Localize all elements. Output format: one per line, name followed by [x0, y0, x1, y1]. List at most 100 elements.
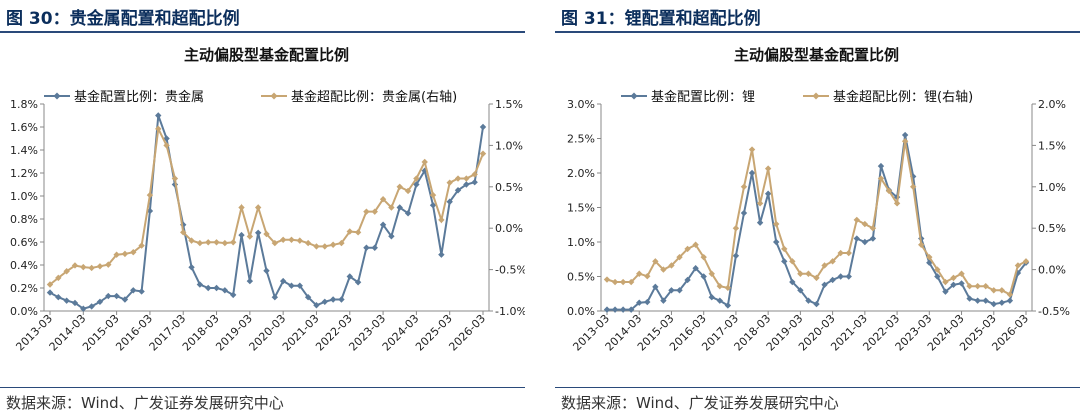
- data-point: [396, 204, 403, 211]
- data-point: [71, 299, 79, 307]
- y-left-tick-label: 1.6%: [10, 121, 38, 134]
- data-point: [764, 165, 772, 172]
- y-right-tick-label: 0.5%: [1038, 222, 1066, 235]
- data-point: [404, 210, 412, 217]
- data-point: [877, 162, 885, 170]
- y-left-tick-label: 0.0%: [10, 305, 38, 318]
- data-point: [371, 208, 378, 215]
- data-point: [379, 196, 387, 203]
- series-line-0: [49, 115, 484, 310]
- y-left-tick-label: 1.8%: [10, 98, 38, 111]
- data-point: [46, 289, 54, 296]
- data-point: [155, 125, 162, 133]
- data-point: [813, 300, 820, 308]
- data-point: [748, 146, 756, 153]
- title-rule: [0, 31, 525, 33]
- data-point: [246, 233, 254, 240]
- y-right-tick-label: 1.5%: [495, 98, 523, 111]
- data-point: [313, 302, 320, 309]
- y-left-tick-label: 1.2%: [10, 167, 38, 180]
- data-point: [363, 208, 370, 215]
- data-point: [229, 291, 237, 299]
- data-point: [644, 273, 651, 280]
- data-point: [246, 277, 254, 285]
- data-point: [146, 191, 154, 199]
- data-point: [279, 277, 287, 285]
- data-point: [238, 204, 245, 211]
- data-point: [329, 296, 337, 303]
- data-point: [708, 270, 715, 277]
- data-point: [740, 183, 748, 190]
- legend-label: 基金配置比例：贵金属: [74, 89, 204, 105]
- series-line-1: [606, 141, 1027, 296]
- data-point: [379, 221, 387, 228]
- data-point: [463, 181, 470, 188]
- x-tick-label: 2026-03: [446, 312, 488, 354]
- data-point: [454, 175, 462, 182]
- data-point: [396, 183, 403, 190]
- data-point: [479, 123, 487, 131]
- data-point: [354, 229, 362, 236]
- data-point: [438, 216, 445, 224]
- data-point: [837, 249, 844, 257]
- data-point: [188, 264, 195, 271]
- y-left-tick-label: 3.0%: [567, 98, 595, 111]
- source-rule: [555, 387, 1080, 388]
- legend-label: 基金配置比例：锂: [651, 89, 755, 105]
- data-point: [196, 239, 204, 247]
- data-point: [845, 249, 852, 257]
- y-right-tick-label: 0.0%: [1038, 264, 1066, 277]
- data-point: [113, 292, 120, 300]
- data-point: [990, 300, 997, 308]
- data-point: [138, 242, 145, 249]
- data-point: [288, 236, 295, 243]
- data-point: [354, 279, 362, 286]
- data-point: [974, 297, 981, 304]
- y-left-tick-label: 0.0%: [567, 305, 595, 318]
- legend-label: 基金超配比例：锂(右轴): [833, 89, 973, 105]
- data-point: [724, 284, 732, 292]
- data-point: [668, 262, 675, 269]
- data-point: [180, 229, 187, 236]
- title-rule: [555, 31, 1080, 33]
- data-point: [263, 230, 270, 238]
- data-point: [861, 238, 869, 246]
- data-point: [313, 243, 320, 250]
- data-point: [96, 263, 104, 270]
- data-point: [296, 282, 304, 289]
- data-point: [155, 112, 162, 119]
- lithium-chart: 主动偏股型基金配置比例 0.0% 0.5% 1.0% 1.5% 2.0% 2.5% 3.0% -…: [567, 46, 1070, 354]
- data-point: [105, 292, 112, 300]
- data-point: [958, 270, 965, 277]
- data-point: [55, 294, 62, 301]
- data-point: [63, 297, 70, 304]
- data-point: [942, 278, 949, 286]
- data-point: [55, 274, 62, 282]
- y-right-tick-label: 1.0%: [495, 139, 523, 152]
- data-point: [71, 262, 79, 269]
- data-point: [238, 231, 245, 239]
- data-point: [479, 150, 487, 157]
- data-point: [454, 187, 462, 194]
- data-point: [668, 287, 675, 294]
- data-point: [388, 204, 395, 211]
- data-point: [982, 282, 989, 290]
- legend-label: 基金超配比例：贵金属(右轴): [291, 89, 457, 105]
- data-point: [304, 239, 312, 247]
- data-point: [982, 297, 989, 304]
- data-point: [732, 225, 740, 232]
- data-point: [338, 296, 345, 303]
- data-point: [901, 131, 909, 139]
- data-point: [885, 187, 893, 195]
- data-point: [346, 228, 353, 235]
- data-point: [121, 296, 129, 303]
- y-left-tick-label: 1.0%: [567, 236, 595, 249]
- data-point: [196, 281, 204, 288]
- figure-31-source: 数据来源：Wind、广发证券发展研究中心: [561, 394, 839, 412]
- data-point: [471, 179, 478, 186]
- legend-marker: [630, 92, 638, 100]
- data-point: [998, 287, 1006, 294]
- data-point: [96, 298, 104, 305]
- y-right-tick-label: -0.5%: [495, 264, 525, 277]
- y-left-tick-label: 0.8%: [10, 213, 38, 226]
